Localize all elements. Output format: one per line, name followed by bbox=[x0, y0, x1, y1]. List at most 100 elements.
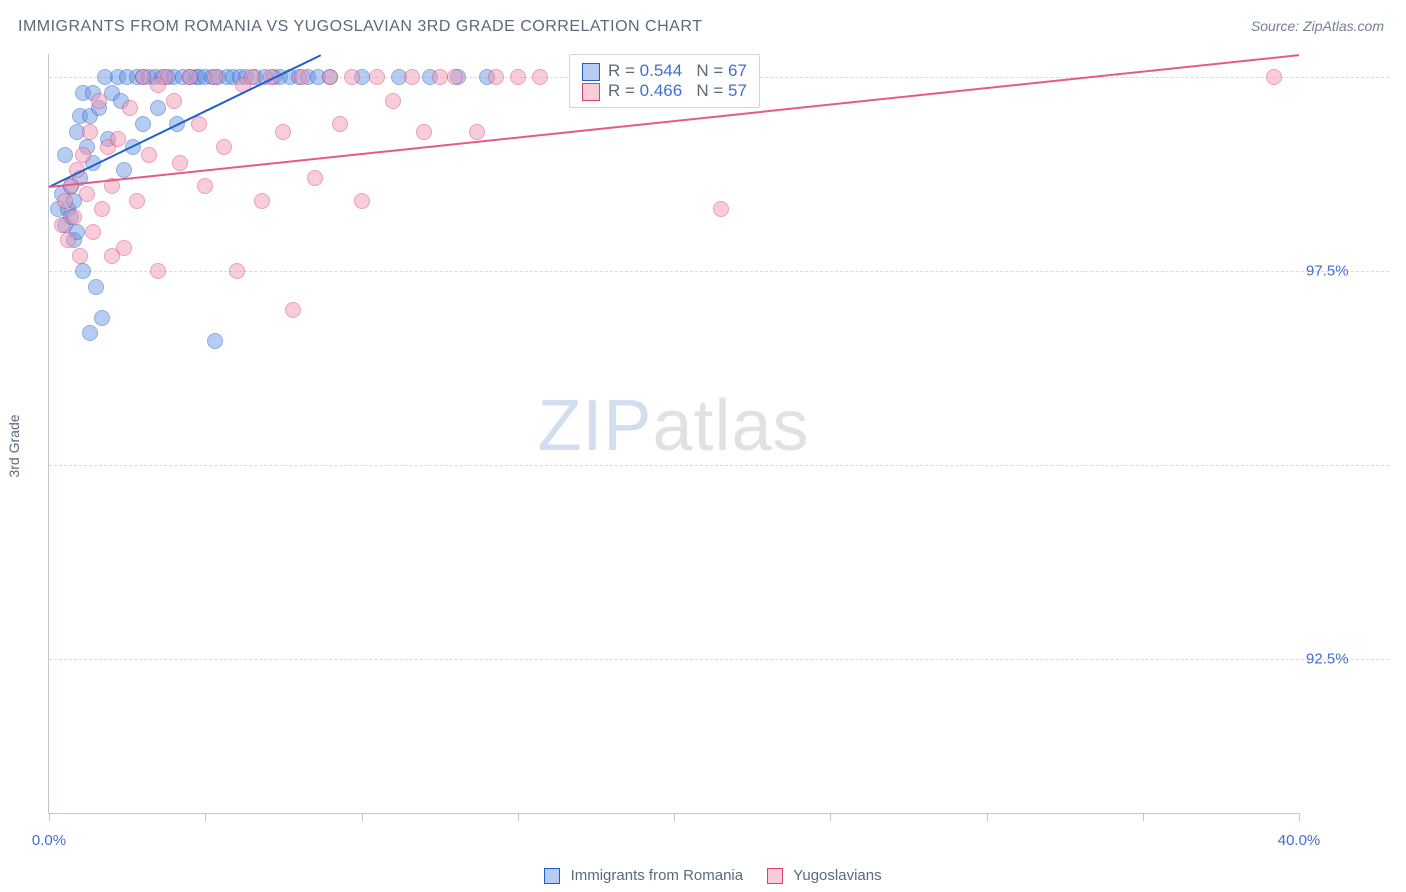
scatter-point-romania bbox=[82, 325, 98, 341]
n-label: N = bbox=[696, 61, 728, 80]
scatter-point-yugo bbox=[369, 69, 385, 85]
scatter-point-yugo bbox=[432, 69, 448, 85]
scatter-point-yugo bbox=[57, 193, 73, 209]
scatter-point-yugo bbox=[172, 155, 188, 171]
source-name: ZipAtlas.com bbox=[1303, 18, 1384, 34]
n-label: N = bbox=[696, 81, 728, 100]
y-tick-label: 97.5% bbox=[1306, 263, 1386, 280]
scatter-point-yugo bbox=[60, 232, 76, 248]
x-tick bbox=[362, 813, 363, 821]
gridline-h bbox=[49, 271, 1389, 272]
scatter-point-yugo bbox=[122, 100, 138, 116]
scatter-point-yugo bbox=[322, 69, 338, 85]
scatter-point-yugo bbox=[244, 69, 260, 85]
x-tick-label: 40.0% bbox=[1278, 832, 1321, 849]
scatter-point-yugo bbox=[307, 170, 323, 186]
stats-legend-row-romania: R = 0.544 N = 67 bbox=[582, 61, 747, 81]
scatter-point-yugo bbox=[285, 302, 301, 318]
scatter-point-yugo bbox=[129, 193, 145, 209]
scatter-point-yugo bbox=[141, 147, 157, 163]
r-label: R = bbox=[608, 61, 640, 80]
legend-swatch-yugoslavians bbox=[767, 868, 783, 884]
gridline-h bbox=[49, 659, 1389, 660]
gridline-h bbox=[49, 465, 1389, 466]
watermark-atlas: atlas bbox=[652, 385, 809, 465]
source-prefix: Source: bbox=[1251, 18, 1303, 34]
scatter-point-yugo bbox=[182, 69, 198, 85]
scatter-point-yugo bbox=[197, 178, 213, 194]
scatter-point-yugo bbox=[94, 201, 110, 217]
scatter-point-yugo bbox=[166, 93, 182, 109]
scatter-point-romania bbox=[150, 100, 166, 116]
scatter-point-yugo bbox=[216, 139, 232, 155]
scatter-point-yugo bbox=[385, 93, 401, 109]
scatter-point-yugo bbox=[150, 77, 166, 93]
scatter-point-romania bbox=[94, 310, 110, 326]
scatter-point-yugo bbox=[72, 248, 88, 264]
scatter-point-yugo bbox=[79, 186, 95, 202]
bottom-legend: Immigrants from Romania Yugoslavians bbox=[0, 867, 1406, 884]
x-tick bbox=[49, 813, 50, 821]
r-value-romania: 0.544 bbox=[640, 61, 683, 80]
scatter-point-yugo bbox=[75, 147, 91, 163]
x-tick bbox=[205, 813, 206, 821]
scatter-point-yugo bbox=[532, 69, 548, 85]
stats-swatch-romania bbox=[582, 63, 600, 81]
scatter-point-yugo bbox=[229, 263, 245, 279]
stats-swatch-yugo bbox=[582, 83, 600, 101]
legend-swatch-romania bbox=[544, 868, 560, 884]
scatter-point-romania bbox=[88, 279, 104, 295]
scatter-point-yugo bbox=[713, 201, 729, 217]
scatter-point-yugo bbox=[191, 116, 207, 132]
stats-legend: R = 0.544 N = 67R = 0.466 N = 57 bbox=[569, 54, 760, 108]
scatter-point-yugo bbox=[404, 69, 420, 85]
scatter-point-romania bbox=[57, 147, 73, 163]
scatter-point-yugo bbox=[416, 124, 432, 140]
x-tick bbox=[1299, 813, 1300, 821]
scatter-point-romania bbox=[207, 333, 223, 349]
source-attribution: Source: ZipAtlas.com bbox=[1251, 18, 1384, 34]
stats-legend-row-yugo: R = 0.466 N = 57 bbox=[582, 81, 747, 101]
scatter-point-yugo bbox=[469, 124, 485, 140]
x-tick-label: 0.0% bbox=[32, 832, 66, 849]
scatter-point-yugo bbox=[85, 224, 101, 240]
scatter-point-yugo bbox=[91, 93, 107, 109]
scatter-point-yugo bbox=[332, 116, 348, 132]
x-tick bbox=[987, 813, 988, 821]
legend-label-yugoslavians: Yugoslavians bbox=[793, 867, 881, 884]
scatter-point-yugo bbox=[150, 263, 166, 279]
y-tick-label: 92.5% bbox=[1306, 650, 1386, 667]
x-tick bbox=[518, 813, 519, 821]
scatter-point-yugo bbox=[110, 131, 126, 147]
scatter-point-yugo bbox=[1266, 69, 1282, 85]
y-axis-title: 3rd Grade bbox=[6, 414, 22, 477]
scatter-point-romania bbox=[116, 162, 132, 178]
scatter-point-yugo bbox=[135, 69, 151, 85]
watermark: ZIPatlas bbox=[537, 384, 809, 466]
scatter-point-yugo bbox=[294, 69, 310, 85]
r-value-yugo: 0.466 bbox=[640, 81, 683, 100]
scatter-point-yugo bbox=[82, 124, 98, 140]
x-tick bbox=[674, 813, 675, 821]
scatter-point-yugo bbox=[447, 69, 463, 85]
watermark-zip: ZIP bbox=[537, 385, 652, 465]
scatter-point-yugo bbox=[207, 69, 223, 85]
scatter-point-yugo bbox=[354, 193, 370, 209]
scatter-point-yugo bbox=[275, 124, 291, 140]
x-tick bbox=[830, 813, 831, 821]
n-value-romania: 67 bbox=[728, 61, 747, 80]
scatter-point-yugo bbox=[510, 69, 526, 85]
scatter-point-yugo bbox=[344, 69, 360, 85]
legend-label-romania: Immigrants from Romania bbox=[571, 867, 744, 884]
scatter-point-yugo bbox=[488, 69, 504, 85]
scatter-point-yugo bbox=[104, 248, 120, 264]
plot-area: ZIPatlas 92.5%97.5%0.0%40.0%R = 0.544 N … bbox=[48, 54, 1298, 814]
chart-title: IMMIGRANTS FROM ROMANIA VS YUGOSLAVIAN 3… bbox=[18, 18, 702, 36]
scatter-point-romania bbox=[75, 263, 91, 279]
scatter-point-yugo bbox=[66, 209, 82, 225]
scatter-point-yugo bbox=[254, 193, 270, 209]
x-tick bbox=[1143, 813, 1144, 821]
scatter-point-romania bbox=[135, 116, 151, 132]
r-label: R = bbox=[608, 81, 640, 100]
n-value-yugo: 57 bbox=[728, 81, 747, 100]
